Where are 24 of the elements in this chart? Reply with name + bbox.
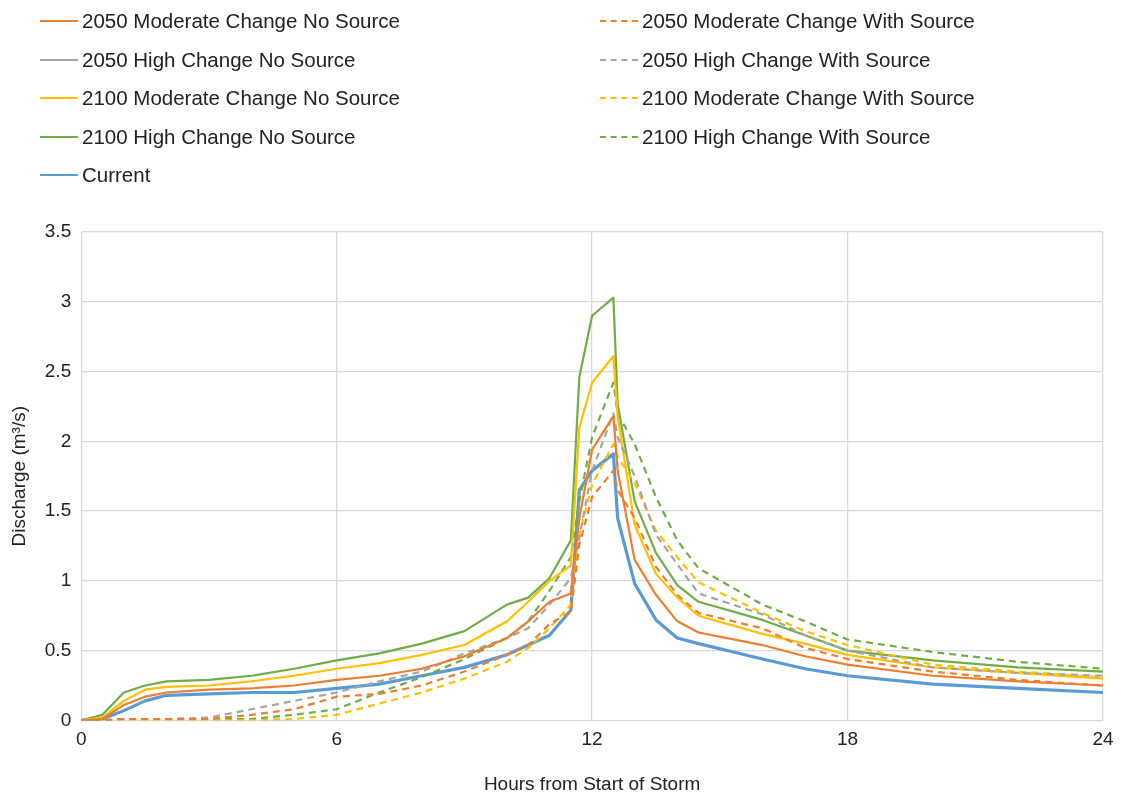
y-tick-label: 1 bbox=[60, 569, 72, 591]
y-tick-label: 2.5 bbox=[44, 359, 72, 381]
legend-label: 2050 Moderate Change With Source bbox=[642, 9, 975, 34]
x-tick-label: 18 bbox=[836, 728, 859, 750]
legend-label: 2100 Moderate Change With Source bbox=[642, 86, 975, 111]
legend-label: 2100 High Change With Source bbox=[642, 124, 931, 149]
y-tick-label: 3 bbox=[60, 290, 72, 312]
legend-label: 2100 High Change No Source bbox=[82, 124, 356, 149]
legend-label: Current bbox=[82, 163, 151, 188]
x-axis-title: Hours from Start of Storm bbox=[483, 772, 701, 794]
y-axis-title: Discharge (m³/s) bbox=[7, 406, 29, 547]
legend-label: 2050 High Change With Source bbox=[642, 47, 931, 72]
legend-label: 2100 Moderate Change No Source bbox=[82, 86, 400, 111]
x-tick-label: 0 bbox=[75, 728, 87, 750]
legend-label: 2050 High Change No Source bbox=[82, 47, 356, 72]
legend-label: 2050 Moderate Change No Source bbox=[82, 9, 400, 34]
y-tick-label: 2 bbox=[60, 429, 72, 451]
y-tick-label: 1.5 bbox=[44, 499, 72, 521]
x-tick-label: 12 bbox=[581, 728, 603, 750]
y-tick-label: 3.5 bbox=[44, 220, 72, 242]
y-tick-label: 0 bbox=[60, 708, 72, 730]
x-tick-label: 24 bbox=[1092, 728, 1114, 750]
y-tick-label: 0.5 bbox=[44, 638, 72, 660]
x-tick-label: 6 bbox=[331, 728, 342, 750]
